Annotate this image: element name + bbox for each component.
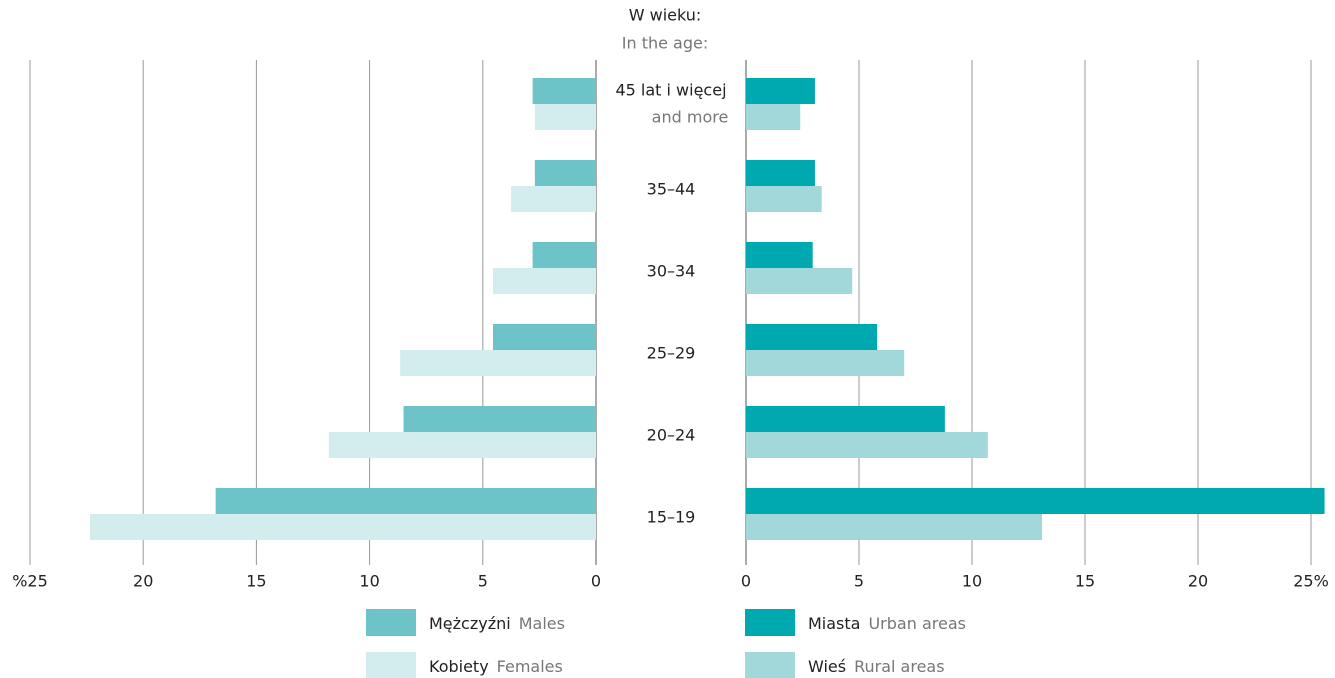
x-tick-label: 0	[591, 572, 601, 591]
category-label: 25–29	[647, 344, 696, 363]
legend-name-en: Urban areas	[868, 614, 966, 633]
bar	[746, 104, 801, 130]
bar	[511, 186, 596, 212]
bar	[746, 242, 813, 268]
legend-label: Mężczyźni Males	[429, 614, 565, 633]
x-tick-label: 15	[1075, 572, 1095, 591]
bar	[746, 350, 905, 376]
x-tick-label: 20	[1188, 572, 1208, 591]
legend-swatch	[366, 609, 416, 636]
legend-label: Kobiety Females	[429, 657, 563, 676]
legend-name: Wieś	[808, 657, 846, 676]
bar	[746, 324, 878, 350]
legend-name: Mężczyźni	[429, 614, 511, 633]
category-note: and more	[652, 108, 729, 127]
chart-title: W wieku:	[629, 6, 702, 25]
bar	[532, 78, 596, 104]
x-tick-label: 10	[359, 572, 379, 591]
category-label: 20–24	[647, 426, 696, 445]
legend-label: Wieś Rural areas	[808, 657, 945, 676]
bar	[328, 432, 596, 458]
category-label: 15–19	[647, 508, 696, 527]
x-tick-label: %25	[12, 572, 48, 591]
legend-name-en: Females	[497, 657, 563, 676]
bar	[215, 488, 596, 514]
legend-swatch	[745, 609, 795, 636]
legend-swatch	[366, 652, 416, 678]
bar	[534, 160, 596, 186]
bar	[492, 324, 596, 350]
bar	[89, 514, 596, 540]
legend-swatch	[745, 652, 795, 678]
bar	[492, 268, 596, 294]
legend-name-en: Rural areas	[854, 657, 944, 676]
bar	[534, 104, 596, 130]
bar	[403, 406, 596, 432]
x-tick-label: 5	[854, 572, 864, 591]
category-label: 30–34	[647, 262, 696, 281]
legend-name: Miasta	[808, 614, 860, 633]
bar	[746, 186, 822, 212]
x-tick-label: 5	[478, 572, 488, 591]
legend-name: Kobiety	[429, 657, 489, 676]
bar	[746, 268, 853, 294]
bar	[746, 432, 988, 458]
bar	[746, 488, 1325, 514]
bar	[746, 78, 815, 104]
x-tick-label: 25%	[1293, 572, 1329, 591]
bar	[746, 514, 1043, 540]
chart-subtitle: In the age:	[622, 34, 708, 53]
x-tick-label: 10	[962, 572, 982, 591]
bar	[400, 350, 596, 376]
bar	[532, 242, 596, 268]
x-tick-label: 15	[246, 572, 266, 591]
bar	[746, 406, 945, 432]
x-tick-label: 20	[133, 572, 153, 591]
legend-label: Miasta Urban areas	[808, 614, 966, 633]
bar	[746, 160, 815, 186]
legend-name-en: Males	[519, 614, 565, 633]
category-label: 45 lat i więcej	[615, 81, 726, 100]
category-label: 35–44	[647, 180, 696, 199]
x-tick-label: 0	[741, 572, 751, 591]
